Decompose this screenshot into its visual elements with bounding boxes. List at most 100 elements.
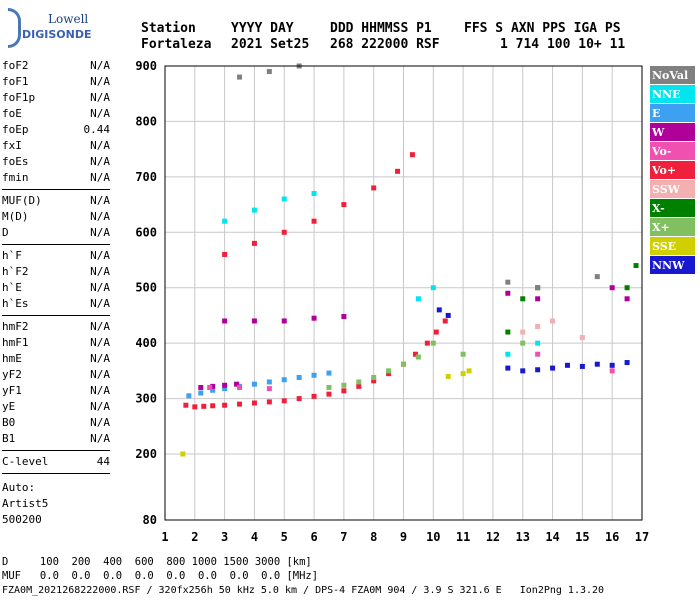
- y-tick-label: 800: [135, 114, 157, 128]
- divider: [2, 189, 110, 190]
- parameter-name: yF2: [2, 368, 22, 381]
- parameter-value: N/A: [90, 400, 110, 413]
- x-tick-label: 5: [281, 530, 288, 544]
- header-label-station: Station: [141, 21, 196, 36]
- data-point: [505, 290, 511, 296]
- data-point: [266, 399, 272, 405]
- data-point: [186, 393, 192, 399]
- series-e: [186, 370, 332, 399]
- legend-item: Vo+: [650, 161, 695, 180]
- series-vo-: [183, 152, 448, 410]
- auto-program: Artist5: [2, 497, 49, 510]
- x-tick-label: 8: [370, 530, 377, 544]
- parameter-value: N/A: [90, 194, 110, 207]
- data-point: [210, 403, 216, 409]
- x-tick-label: 7: [340, 530, 347, 544]
- parameter-value: N/A: [90, 171, 110, 184]
- data-point: [234, 381, 240, 387]
- parameter-value: 0.44: [83, 123, 111, 136]
- data-point: [237, 74, 243, 80]
- data-point: [201, 403, 207, 409]
- header-label-ddd-hhmmss-p1: DDD HHMMSS P1: [330, 21, 432, 36]
- y-tick-label: 80: [143, 513, 157, 527]
- x-tick-label: 15: [575, 530, 589, 544]
- data-point: [412, 351, 418, 357]
- series-x-: [505, 263, 639, 335]
- data-point: [237, 401, 243, 407]
- c-level-value: 44: [96, 455, 110, 468]
- y-tick-label: 200: [135, 447, 157, 461]
- parameter-value: N/A: [90, 336, 110, 349]
- parameter-row: foE N/A: [2, 106, 110, 122]
- data-point: [633, 263, 639, 269]
- data-point: [505, 365, 511, 371]
- parameter-row: foEs N/A: [2, 154, 110, 170]
- data-point: [535, 367, 541, 373]
- data-point: [266, 379, 272, 385]
- data-point: [401, 361, 406, 367]
- series-vo-: [207, 351, 615, 392]
- chart-points: [180, 63, 639, 457]
- parameter-name: h`F2: [2, 265, 29, 278]
- parameter-value: N/A: [90, 432, 110, 445]
- data-point: [222, 251, 228, 257]
- legend-item: X-: [650, 199, 695, 218]
- parameter-row: hmF1 N/A: [2, 335, 110, 351]
- data-point: [445, 373, 451, 379]
- data-point: [251, 400, 257, 406]
- x-tick-label: 16: [605, 530, 619, 544]
- data-point: [442, 318, 448, 324]
- data-point: [386, 371, 392, 377]
- parameter-row: hmE N/A: [2, 351, 110, 367]
- chart-grid: [164, 65, 643, 521]
- data-point: [520, 296, 526, 302]
- data-point: [371, 375, 377, 381]
- data-point: [311, 190, 317, 196]
- parameter-value: N/A: [90, 107, 110, 120]
- parameter-row: h`Es N/A: [2, 296, 110, 312]
- data-point: [579, 363, 585, 369]
- data-point: [311, 372, 317, 378]
- parameter-name: foF1: [2, 75, 29, 88]
- x-tick-label: 11: [456, 530, 470, 544]
- legend-item: X+: [650, 218, 695, 237]
- header-value-ffs-s-axn: 1 714 100 10+ 11: [500, 37, 626, 52]
- parameter-value: N/A: [90, 91, 110, 104]
- data-point: [296, 396, 302, 402]
- parameter-row: h`E N/A: [2, 280, 110, 296]
- data-point: [415, 296, 421, 302]
- footer-muf-row: MUF 0.0 0.0 0.0 0.0 0.0 0.0 0.0 0.0 [MHz…: [2, 570, 319, 582]
- parameter-row: yF1 N/A: [2, 383, 110, 399]
- data-point: [505, 329, 511, 335]
- y-tick-label: 700: [135, 170, 157, 184]
- parameter-row: yF2 N/A: [2, 367, 110, 383]
- parameter-row: foF1 N/A: [2, 74, 110, 90]
- parameter-name: fmin: [2, 171, 29, 184]
- data-point: [356, 383, 362, 389]
- chart-legend: NoVal NNE E W Vo- Vo+ SSW X- X+ SSE NNW: [650, 66, 695, 275]
- x-tick-label: 3: [221, 530, 228, 544]
- parameter-row: B0 N/A: [2, 415, 110, 431]
- series-x-: [326, 340, 526, 390]
- data-point: [281, 398, 287, 404]
- parameter-name: h`F: [2, 249, 22, 262]
- parameter-value: N/A: [90, 320, 110, 333]
- parameter-name: hmE: [2, 352, 22, 365]
- data-point: [520, 340, 526, 346]
- parameter-name: yE: [2, 400, 16, 413]
- data-point: [550, 365, 556, 371]
- data-point: [579, 335, 585, 341]
- y-tick-label: 400: [135, 336, 157, 350]
- parameter-row: foF2 N/A: [2, 58, 110, 74]
- parameter-name: h`E: [2, 281, 22, 294]
- x-tick-label: 2: [191, 530, 198, 544]
- parameter-row: h`F N/A: [2, 248, 110, 264]
- autoscaling-info: Auto: Artist5 500200: [2, 480, 110, 528]
- parameter-panel: foF2 N/A foF1 N/A foF1p N/A foE N/A foEp 0.44 fxI N…: [2, 58, 110, 528]
- data-point: [341, 202, 347, 208]
- x-tick-label: 9: [400, 530, 407, 544]
- data-point: [395, 168, 401, 174]
- x-tick-label: 1: [161, 530, 168, 544]
- data-point: [311, 218, 317, 224]
- parameter-row: hmF2 N/A: [2, 319, 110, 335]
